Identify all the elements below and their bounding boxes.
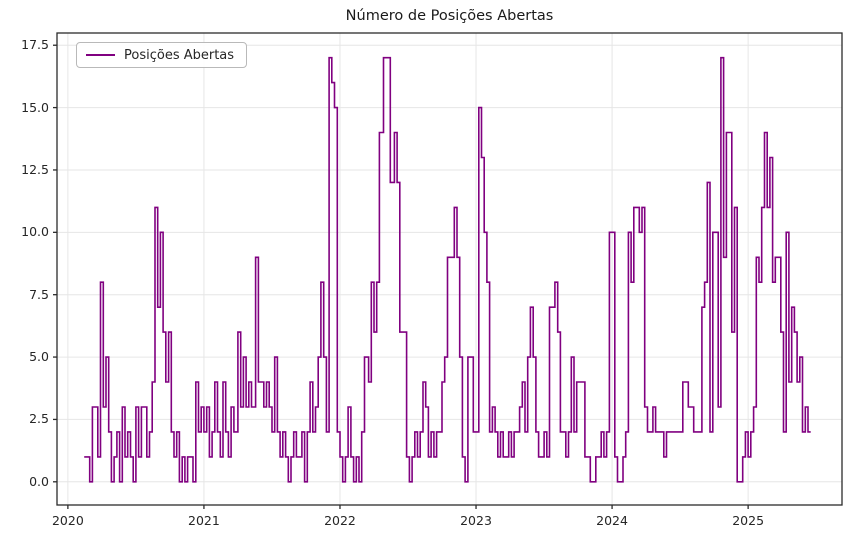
legend-line-sample	[86, 53, 115, 57]
y-tick-label: 12.5	[21, 161, 49, 177]
x-tick-label: 2020	[51, 513, 84, 528]
y-tick-label: 10.0	[21, 224, 49, 240]
axes-spines	[56, 32, 843, 506]
x-tick-label: 2021	[188, 513, 220, 528]
y-tick-label: 17.5	[21, 37, 49, 53]
y-tick-label: 15.0	[21, 99, 49, 115]
x-tick-label: 2025	[732, 513, 765, 528]
x-tick-label: 2024	[596, 513, 628, 528]
y-tick-label: 5.0	[29, 349, 49, 365]
data-series-line	[84, 56, 811, 483]
legend-label: Posições Abertas	[124, 47, 235, 63]
chart-title: Número de Posições Abertas	[345, 8, 554, 24]
legend: Posições Abertas	[76, 42, 248, 68]
x-tick-label: 2023	[460, 513, 492, 528]
y-tick-label: 7.5	[29, 286, 49, 302]
y-tick-label: 0.0	[29, 473, 49, 489]
y-tick-label: 2.5	[29, 411, 49, 427]
x-tick-label: 2022	[324, 513, 356, 528]
